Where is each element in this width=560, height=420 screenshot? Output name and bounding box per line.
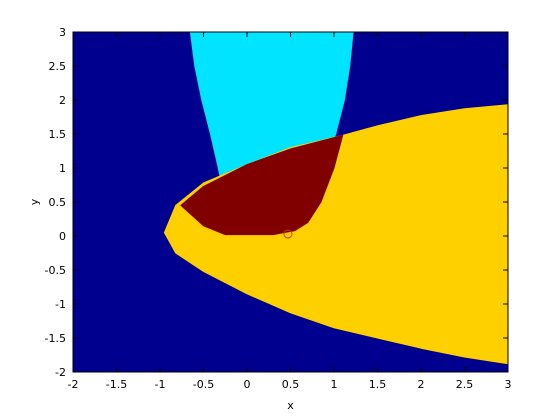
y-axis-ticks: -2 -1.5 -1 -0.5 0 0.5 1 1.5 2 2.5 3 — [45, 26, 508, 379]
x-tick-label: 0 — [244, 378, 251, 391]
y-tick-label: 2.5 — [49, 60, 67, 73]
y-tick-label: 1 — [59, 162, 66, 175]
x-tick-label: 2.5 — [456, 378, 474, 391]
y-tick-label: 1.5 — [49, 128, 67, 141]
x-axis-ticks: -2 -1.5 -1 -0.5 0 0.5 1 1.5 2 2.5 3 — [68, 32, 512, 391]
y-tick-label: 0 — [59, 230, 66, 243]
plot-area — [73, 32, 508, 372]
x-tick-label: 1.5 — [369, 378, 387, 391]
x-tick-label: -1 — [155, 378, 166, 391]
y-tick-label: 0.5 — [49, 196, 67, 209]
x-tick-label: -0.5 — [193, 378, 214, 391]
x-tick-label: 0.5 — [282, 378, 300, 391]
x-tick-label: 3 — [505, 378, 512, 391]
y-tick-label: 3 — [59, 26, 66, 39]
circle-marker — [283, 229, 293, 239]
y-axis-label: y — [28, 198, 41, 205]
y-tick-label: -0.5 — [45, 264, 66, 277]
y-tick-label: -2 — [55, 366, 66, 379]
x-tick-label: -2 — [68, 378, 79, 391]
x-axis-label: x — [287, 399, 294, 412]
y-tick-label: -1.5 — [45, 332, 66, 345]
y-tick-label: 2 — [59, 94, 66, 107]
y-tick-label: -1 — [55, 298, 66, 311]
x-tick-label: 1 — [331, 378, 338, 391]
x-tick-label: 2 — [418, 378, 425, 391]
overlap-region — [180, 134, 344, 236]
x-tick-label: -1.5 — [106, 378, 127, 391]
